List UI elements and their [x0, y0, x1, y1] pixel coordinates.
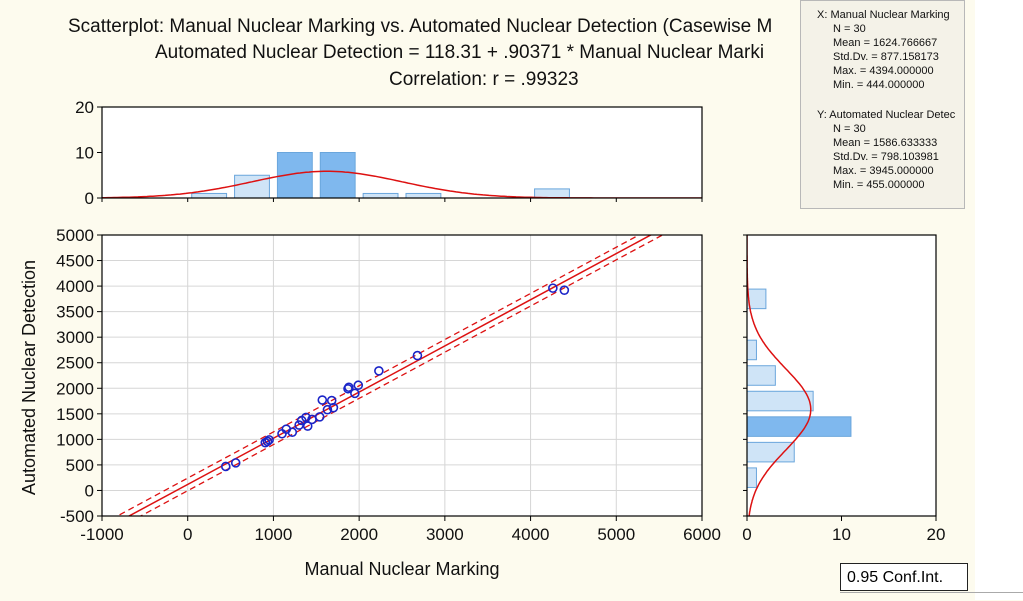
stats-panel: X: Manual Nuclear Marking N = 30 Mean = … [800, 0, 965, 209]
correlation-label: Correlation: r = .99323 [389, 69, 579, 90]
right-hist-bar [746, 390, 814, 412]
right-hist-x-tick-label: 10 [832, 525, 851, 544]
data-point [412, 350, 423, 361]
data-point [353, 380, 364, 391]
ci-lower-line [139, 235, 664, 516]
y-tick-label: 2000 [56, 379, 94, 398]
data-point [301, 412, 311, 423]
right-hist-bar [746, 365, 776, 386]
right-hist-bar [746, 416, 852, 437]
y-tick-label: 1500 [56, 405, 94, 424]
x-tick-label: 0 [183, 525, 192, 544]
data-point [317, 395, 328, 405]
data-point [314, 412, 325, 422]
top-hist-bar [191, 192, 228, 199]
stats-y-n: N = 30 [833, 123, 866, 135]
regression-line [127, 235, 653, 516]
x-tick-label: 4000 [512, 525, 550, 544]
top-hist-y-tick-label: 10 [75, 144, 94, 163]
data-point [302, 421, 313, 431]
data-point [328, 402, 339, 413]
stats-y-min: Min. = 455.000000 [833, 179, 925, 191]
regression-equation: Automated Nuclear Detection = 118.31 + .… [155, 42, 765, 63]
chart-title: Scatterplot: Manual Nuclear Marking vs. … [68, 16, 773, 37]
y-tick-label: 3500 [56, 303, 94, 322]
x-axis-label: Manual Nuclear Marking [304, 559, 499, 579]
data-point [350, 388, 360, 399]
top-hist-y-tick-label: 20 [75, 98, 94, 117]
stats-y-max: Max. = 3945.000000 [833, 165, 934, 177]
fit-group [115, 235, 664, 516]
data-point [287, 427, 298, 438]
top-hist-bar [405, 192, 442, 199]
right-hist-bar [746, 441, 795, 463]
top-histogram-bg [102, 107, 702, 198]
ci-upper-line [115, 235, 641, 516]
stats-x-label: X: Manual Nuclear Marking [817, 9, 950, 21]
data-point [559, 285, 570, 295]
y-tick-label: 500 [66, 456, 94, 475]
x-tick-label: 1000 [255, 525, 293, 544]
stats-y-mean: Mean = 1586.633333 [833, 137, 938, 149]
stats-x-min: Min. = 444.000000 [833, 79, 925, 91]
right-hist-x-tick-label: 20 [927, 525, 946, 544]
window-edge [975, 0, 1023, 600]
right-hist-x-tick-label: 0 [742, 525, 751, 544]
y-tick-label: 5000 [56, 226, 94, 245]
x-tick-label: 5000 [597, 525, 635, 544]
data-point [374, 366, 384, 376]
stats-y-sd: Std.Dv. = 798.103981 [833, 151, 939, 163]
right-hist-bar [746, 339, 757, 361]
data-point [262, 436, 273, 447]
stats-x-mean: Mean = 1624.766667 [833, 37, 938, 49]
data-point [230, 458, 241, 468]
x-tick-label: -1000 [80, 525, 123, 544]
y-tick-label: 1000 [56, 430, 94, 449]
data-point [220, 461, 231, 472]
right-hist-bar [746, 467, 757, 488]
y-tick-label: -500 [60, 507, 94, 526]
x-tick-label: 2000 [340, 525, 378, 544]
stats-y-label: Y: Automated Nuclear Detec [817, 109, 956, 121]
stats-x-n: N = 30 [833, 23, 866, 35]
data-point [322, 404, 333, 415]
data-point [548, 283, 558, 293]
top-hist-y-tick-label: 0 [85, 189, 94, 208]
x-tick-label: 6000 [683, 525, 721, 544]
right-histogram-bg [747, 235, 936, 516]
data-point [264, 435, 274, 445]
data-point [344, 382, 354, 393]
legend-divider [840, 592, 1023, 601]
y-tick-label: 2500 [56, 354, 94, 373]
y-tick-label: 0 [85, 481, 94, 500]
scatter-plot-frame [101, 234, 703, 517]
top-hist-bar [319, 152, 356, 199]
conf-int-legend: 0.95 Conf.Int. [840, 563, 968, 591]
right-histogram-frame [746, 234, 937, 517]
stats-x-max: Max. = 4394.000000 [833, 65, 934, 77]
y-tick-label: 3000 [56, 328, 94, 347]
y-tick-label: 4000 [56, 277, 94, 296]
top-hist-bar [362, 192, 399, 199]
stats-x-sd: Std.Dv. = 877.158173 [833, 51, 939, 63]
top-histogram-frame [101, 106, 703, 199]
top-hist-normal-curve [102, 170, 702, 198]
y-axis-label: Automated Nuclear Detection [19, 260, 39, 495]
x-tick-label: 3000 [426, 525, 464, 544]
y-tick-label: 4500 [56, 252, 94, 271]
top-hist-bar [534, 188, 570, 199]
